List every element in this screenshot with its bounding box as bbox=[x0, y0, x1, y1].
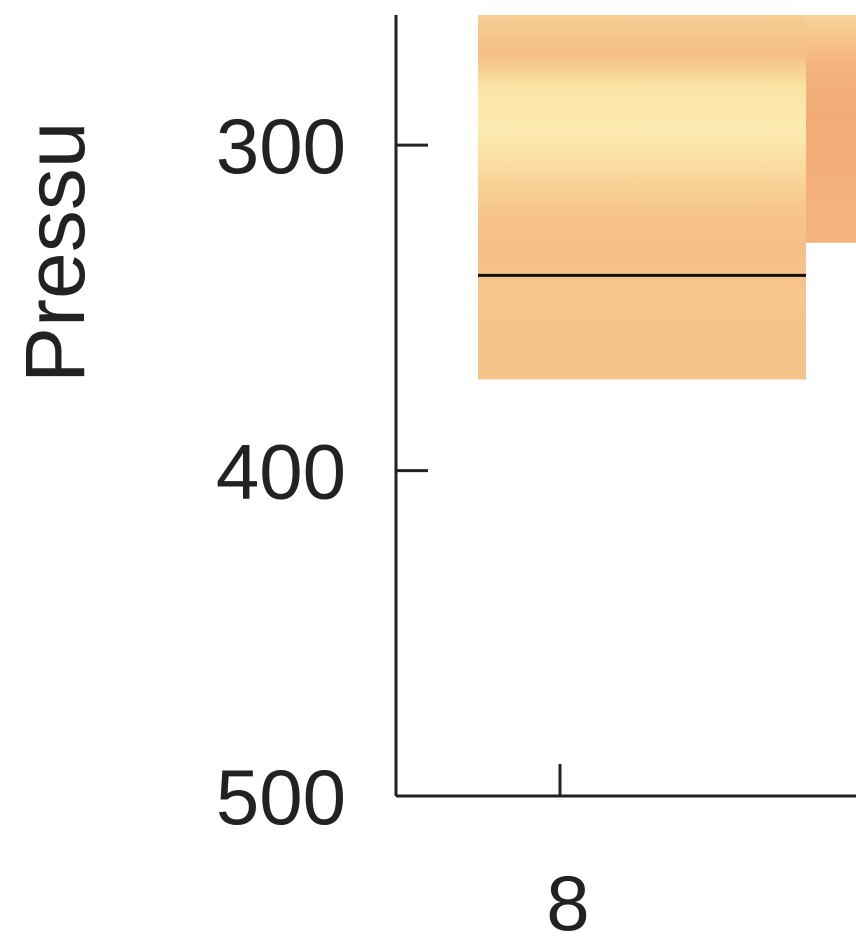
y-axis-ticks: 300 400 500 bbox=[216, 102, 428, 841]
y-tick-label: 400 bbox=[216, 428, 346, 516]
heatmap-cells bbox=[478, 15, 856, 380]
heatmap-column-2 bbox=[806, 15, 856, 243]
y-axis-title: Pressu bbox=[8, 122, 102, 383]
y-tick-label: 300 bbox=[216, 102, 346, 190]
x-axis-ticks: 8 bbox=[546, 764, 590, 947]
y-tick-label: 500 bbox=[216, 753, 346, 841]
x-tick-label: 8 bbox=[546, 859, 589, 947]
heatmap-column-1 bbox=[478, 15, 806, 380]
